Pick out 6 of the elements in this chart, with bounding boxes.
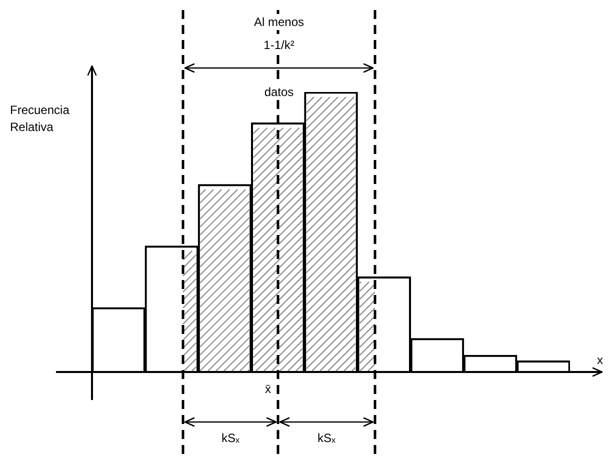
text: kSₓ <box>318 431 336 445</box>
text: Al menos 1-1/k² datos <box>254 15 304 99</box>
text: kSₓ <box>222 431 240 445</box>
x-axis-title: x <box>597 353 603 367</box>
y-axis-title: Frecuencia Relativa <box>10 103 70 134</box>
text: x̄ <box>265 382 271 396</box>
